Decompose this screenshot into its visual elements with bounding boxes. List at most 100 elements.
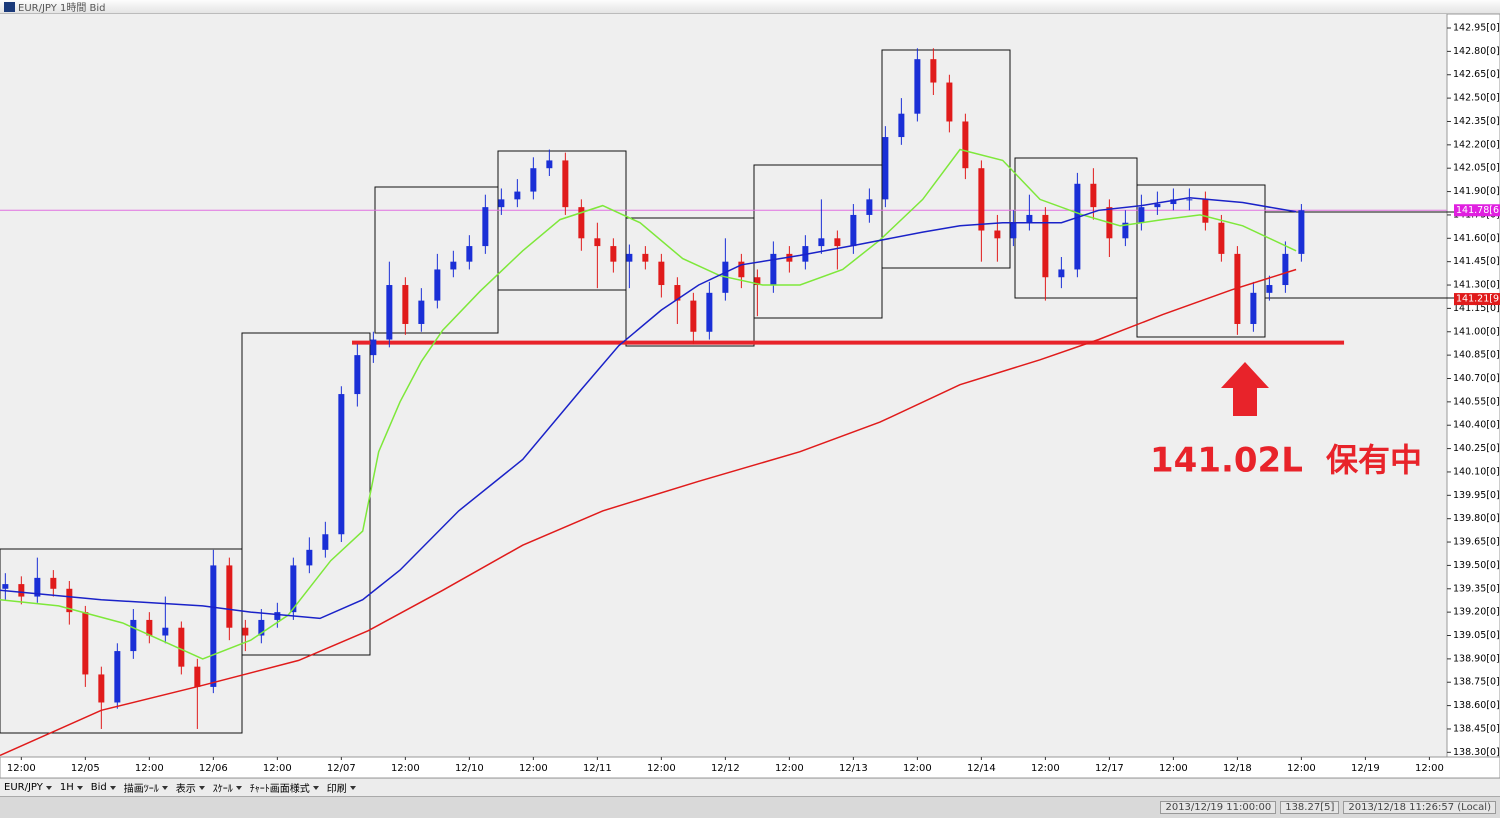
x-tick-label: 12/13 <box>839 763 868 774</box>
toolbar-button[interactable]: 1H <box>60 782 83 793</box>
candle-body <box>210 565 217 687</box>
x-tick-label: 12/19 <box>1351 763 1380 774</box>
candle-body <box>162 627 169 636</box>
y-tick-label: 142.65[0] <box>1453 69 1500 80</box>
candle-body <box>1234 253 1241 324</box>
y-tick-label: 139.80[0] <box>1453 513 1500 524</box>
candle-body <box>1122 222 1129 239</box>
annotation: 141.02L <box>1150 441 1303 481</box>
candle-body <box>914 59 921 114</box>
moving-average <box>0 148 1297 660</box>
toolbar-button[interactable]: ﾁｬｰﾄ画面様式 <box>250 780 319 795</box>
price-label-bg <box>1454 204 1500 217</box>
x-tick-label: 12/14 <box>967 763 996 774</box>
range-boxes <box>0 49 1500 734</box>
candle-body <box>306 549 313 566</box>
candle-body <box>994 230 1001 239</box>
candle-body <box>706 292 713 332</box>
candle-body <box>738 261 745 278</box>
x-tick-label: 12:00 <box>519 763 548 774</box>
candle-body <box>978 168 985 231</box>
y-tick-label: 141.30[0] <box>1453 280 1500 291</box>
candle-body <box>338 394 345 535</box>
y-tick-label: 139.65[0] <box>1453 537 1500 548</box>
candle-body <box>962 121 969 169</box>
moving-average <box>0 197 1297 620</box>
y-tick-label: 142.20[0] <box>1453 139 1500 150</box>
x-tick-label: 12:00 <box>775 763 804 774</box>
candle-body <box>418 300 425 324</box>
candle-body <box>498 199 505 208</box>
price-label-bg <box>1454 293 1500 306</box>
y-tick-label: 138.60[0] <box>1453 700 1500 711</box>
candle-body <box>226 565 233 628</box>
status-bar: 2013/12/19 11:00:00 138.27[5] 2013/12/18 1… <box>0 796 1500 818</box>
candle-body <box>1154 204 1161 208</box>
candle-body <box>50 577 57 589</box>
toolbar-button[interactable]: Bid <box>91 782 116 793</box>
y-tick-label: 140.25[0] <box>1453 443 1500 454</box>
candle-body <box>658 261 665 286</box>
x-tick-label: 12:00 <box>7 763 36 774</box>
candle-body <box>690 300 697 332</box>
candle-body <box>82 612 89 675</box>
x-tick-label: 12/07 <box>327 763 356 774</box>
x-tick-label: 12/12 <box>711 763 740 774</box>
candle-body <box>882 137 889 200</box>
status-field: 2013/12/18 11:26:57 (Local) <box>1343 801 1496 814</box>
status-field: 138.27[5] <box>1280 801 1340 814</box>
candle-body <box>610 246 617 262</box>
moving-average <box>0 268 1297 757</box>
y-tick-label: 140.10[0] <box>1453 466 1500 477</box>
candle-body <box>930 59 937 83</box>
candle-body <box>770 253 777 286</box>
candle-body <box>1202 199 1209 223</box>
title-bar: EUR/JPY 1時間 Bid <box>0 0 1500 14</box>
y-tick-label: 138.75[0] <box>1453 677 1500 688</box>
candle-body <box>946 82 953 122</box>
toolbar-button[interactable]: 印刷 <box>327 780 356 795</box>
toolbar-button[interactable]: 表示 <box>176 780 205 795</box>
candle-body <box>834 238 841 247</box>
candle-body <box>482 207 489 247</box>
toolbar-button[interactable]: 描画ﾂｰﾙ <box>124 780 168 795</box>
y-tick-label: 140.70[0] <box>1453 373 1500 384</box>
y-tick-label: 141.15[0] <box>1453 303 1500 314</box>
candle-body <box>434 269 441 301</box>
y-tick-label: 142.50[0] <box>1453 93 1500 104</box>
candle-body <box>354 355 361 395</box>
candle-body <box>850 214 857 247</box>
candle-body <box>1218 222 1225 254</box>
candle-body <box>1298 210 1305 254</box>
x-tick-label: 12/10 <box>455 763 484 774</box>
app-icon <box>4 1 15 12</box>
candle-body <box>546 160 553 169</box>
candle-body <box>1250 292 1257 324</box>
chart: 141.02L 保有中 138.30[0] 138.45[0] 138.60[0] 1… <box>0 13 1500 778</box>
toolbar-button[interactable]: ｽｹｰﾙ <box>213 780 242 795</box>
candle-body <box>402 285 409 324</box>
candle-body <box>274 612 281 620</box>
y-tick-label: 142.35[0] <box>1453 116 1500 127</box>
candle-body <box>178 627 185 667</box>
arrow <box>1221 362 1269 416</box>
candle-body <box>594 238 601 247</box>
x-tick-label: 12/18 <box>1223 763 1252 774</box>
toolbar-button[interactable]: EUR/JPY <box>4 782 52 793</box>
x-tick-label: 12:00 <box>1287 763 1316 774</box>
candle-body <box>1058 269 1065 278</box>
price-label: 141.78[6 <box>1456 205 1499 216</box>
x-axis-panel <box>0 756 1500 778</box>
candle-body <box>1026 214 1033 223</box>
toolbar: EUR/JPY 1H Bid 描画ﾂｰﾙ 表示 ｽｹｰﾙ ﾁｬｰﾄ画面様式 印刷 <box>0 778 1500 796</box>
candle-body <box>98 674 105 703</box>
plot-area <box>0 14 1447 757</box>
candle-body <box>818 238 825 247</box>
y-tick-label: 138.90[0] <box>1453 653 1500 664</box>
y-tick-label: 141.60[0] <box>1453 233 1500 244</box>
range-box <box>881 49 1011 269</box>
x-tick-label: 12/17 <box>1095 763 1124 774</box>
x-tick-label: 12/06 <box>199 763 228 774</box>
y-tick-label: 140.40[0] <box>1453 420 1500 431</box>
